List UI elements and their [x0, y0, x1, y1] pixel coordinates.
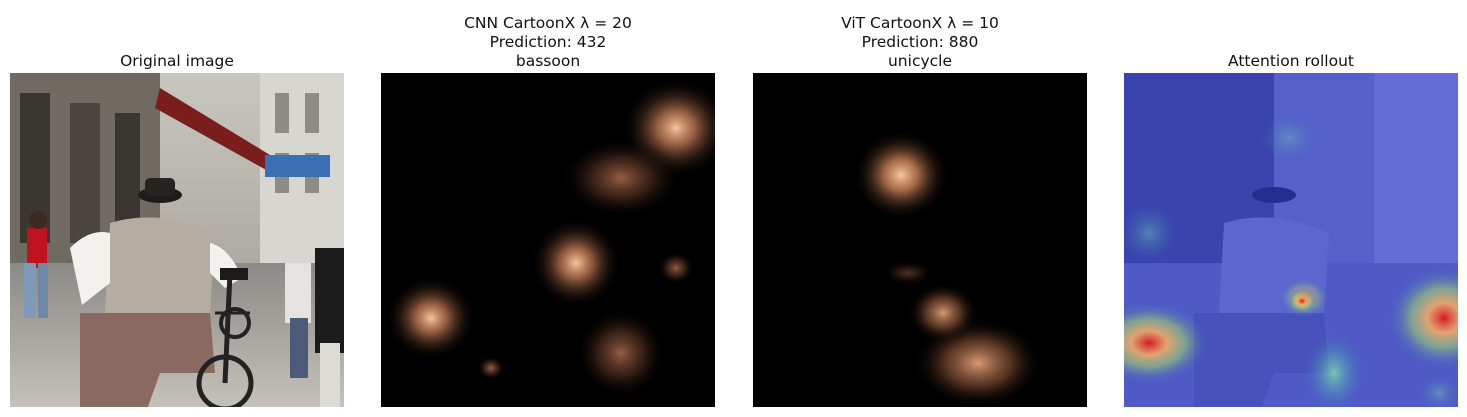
title-line: bassoon	[515, 52, 581, 70]
panel-original-image: Original image	[10, 0, 344, 417]
title-line: Prediction: 432	[489, 33, 607, 51]
panel-title: Attention rollout	[1124, 52, 1458, 71]
title-line: unicycle	[887, 52, 952, 70]
panel-title: Original image	[10, 52, 344, 71]
title-line: Original image	[120, 52, 234, 70]
panel-attention-rollout: Attention rollout	[1124, 0, 1458, 417]
cnn-mask-image	[381, 73, 715, 407]
original-image	[10, 73, 344, 407]
panel-title: ViT CartoonX λ = 10 Prediction: 880 unic…	[753, 14, 1087, 71]
cnn-explanation-mask	[381, 73, 715, 407]
panel-cnn-cartoonx: CNN CartoonX λ = 20 Prediction: 432 bass…	[381, 0, 715, 417]
vit-mask-image	[753, 73, 1087, 407]
panel-vit-cartoonx: ViT CartoonX λ = 10 Prediction: 880 unic…	[753, 0, 1087, 417]
panel-title: CNN CartoonX λ = 20 Prediction: 432 bass…	[381, 14, 715, 71]
vit-explanation-mask	[753, 73, 1087, 407]
title-line: ViT CartoonX λ = 10	[841, 14, 999, 32]
street-scene-illustration	[10, 73, 344, 407]
attention-rollout-image	[1124, 73, 1458, 407]
attention-heatmap	[1124, 73, 1458, 407]
title-line: Prediction: 880	[861, 33, 979, 51]
title-line: CNN CartoonX λ = 20	[464, 14, 632, 32]
title-line: Attention rollout	[1228, 52, 1354, 70]
